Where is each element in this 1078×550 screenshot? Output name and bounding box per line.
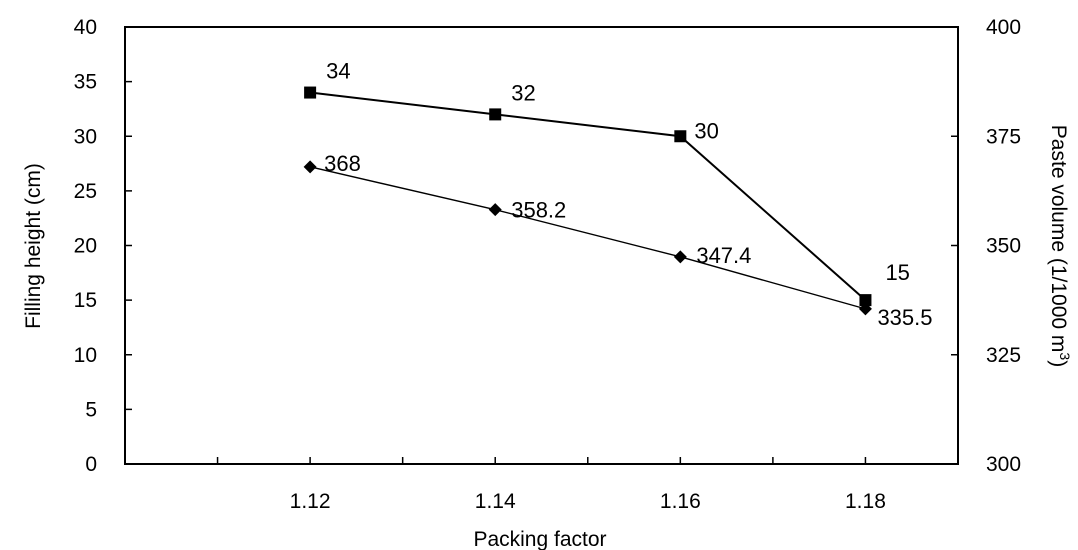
right-axis-title-superscript: 3 — [1057, 352, 1073, 360]
x-tick-label: 1.14 — [475, 490, 516, 513]
series-1-data-label: 30 — [694, 118, 718, 143]
series-1-square-marker — [859, 294, 872, 307]
left-tick-label: 15 — [74, 289, 97, 312]
series-2-diamond-marker — [303, 160, 317, 174]
series-2-line — [309, 166, 866, 310]
series-lines — [309, 91, 867, 310]
series-1-data-label: 32 — [511, 80, 535, 105]
series-2-diamond-marker — [858, 302, 872, 316]
x-axis: 1.12 1.14 1.16 1.18 — [216, 457, 886, 513]
x-tick-label: 1.18 — [845, 490, 886, 513]
left-axis-title: Filling height (cm) — [22, 163, 45, 329]
left-tick-label: 20 — [74, 235, 97, 258]
x-tick-label: 1.12 — [290, 490, 331, 513]
left-tick-label: 40 — [74, 16, 97, 39]
right-axis-title-main: Paste volume (1/1000 m — [1047, 125, 1070, 353]
series-1-data-label: 15 — [885, 260, 909, 285]
right-tick-label: 375 — [986, 125, 1021, 148]
series-1-line — [309, 91, 867, 301]
left-tick-label: 35 — [74, 71, 97, 94]
series-1-square-marker — [304, 86, 317, 99]
series-1-data-label: 34 — [326, 59, 350, 84]
right-tick-label: 350 — [986, 235, 1021, 258]
left-tick-label: 10 — [74, 344, 97, 367]
series-2-data-label: 368 — [324, 151, 361, 176]
x-tick-label: 1.16 — [660, 490, 701, 513]
left-axis: 0 5 10 15 20 25 30 35 40 — [74, 16, 132, 476]
series-1-square-marker — [674, 130, 687, 143]
right-tick-label: 400 — [986, 16, 1021, 39]
plot-border — [124, 26, 959, 465]
x-axis-title: Packing factor — [473, 528, 606, 550]
right-axis-title: Paste volume (1/1000 m3) — [1047, 125, 1073, 367]
series-2-data-label: 358.2 — [511, 198, 566, 223]
right-tick-label: 325 — [986, 344, 1021, 367]
series-2-diamond-marker — [488, 203, 502, 217]
data-labels: 34 32 30 15 368 358.2 347.4 335.5 — [324, 59, 932, 330]
right-axis: 300 325 350 375 400 — [951, 16, 1021, 476]
series-2-data-label: 347.4 — [696, 243, 751, 268]
left-tick-label: 0 — [85, 453, 97, 476]
right-tick-label: 300 — [986, 453, 1021, 476]
series-2-data-label: 335.5 — [877, 305, 932, 330]
data-markers — [303, 86, 872, 316]
right-axis-title-close: ) — [1047, 360, 1070, 367]
left-tick-label: 30 — [74, 125, 97, 148]
series-2-diamond-marker — [673, 250, 687, 264]
left-tick-label: 5 — [85, 398, 97, 421]
plot-frame — [124, 26, 959, 465]
left-tick-label: 25 — [74, 180, 97, 203]
series-1-square-marker — [489, 108, 502, 121]
